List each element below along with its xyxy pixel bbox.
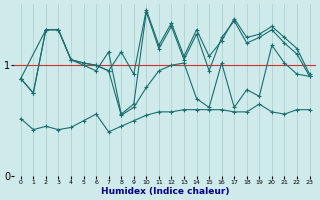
X-axis label: Humidex (Indice chaleur): Humidex (Indice chaleur) <box>101 187 229 196</box>
